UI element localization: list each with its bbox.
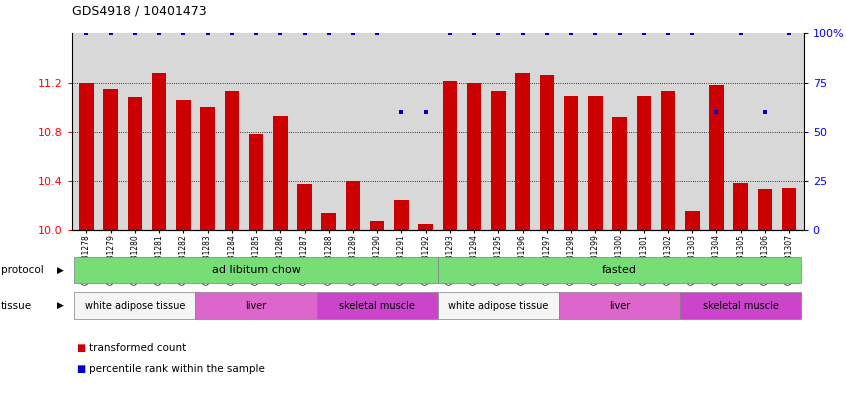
Text: ■: ■	[76, 343, 85, 353]
Bar	[588, 96, 602, 230]
Bar	[321, 213, 336, 230]
Bar	[370, 221, 384, 230]
Bar	[492, 91, 506, 230]
Text: percentile rank within the sample: percentile rank within the sample	[89, 364, 265, 375]
Bar	[467, 83, 481, 230]
Text: ▶: ▶	[57, 301, 63, 310]
Bar	[685, 211, 700, 230]
Text: transformed count: transformed count	[89, 343, 186, 353]
Bar	[661, 91, 675, 230]
Text: white adipose tissue: white adipose tissue	[85, 301, 185, 310]
Bar	[442, 81, 457, 230]
Bar	[419, 224, 433, 230]
Bar	[613, 117, 627, 230]
Bar	[195, 292, 316, 319]
Bar	[437, 257, 801, 283]
Bar	[316, 292, 437, 319]
Bar	[563, 96, 579, 230]
Bar	[152, 73, 167, 230]
Bar	[176, 100, 190, 230]
Text: white adipose tissue: white adipose tissue	[448, 301, 548, 310]
Bar	[346, 181, 360, 230]
Bar	[201, 107, 215, 230]
Bar	[74, 292, 195, 319]
Bar	[559, 292, 680, 319]
Bar	[636, 96, 651, 230]
Text: tissue: tissue	[1, 301, 32, 310]
Bar	[782, 188, 796, 230]
Bar	[224, 91, 239, 230]
Text: protocol: protocol	[1, 265, 44, 275]
Text: ▶: ▶	[57, 266, 63, 275]
Bar	[733, 183, 748, 230]
Bar	[297, 184, 312, 230]
Bar	[515, 73, 530, 230]
Text: ad libitum chow: ad libitum chow	[212, 265, 300, 275]
Bar	[80, 83, 94, 230]
Text: ■: ■	[76, 364, 85, 375]
Bar	[437, 292, 559, 319]
Bar	[394, 200, 409, 230]
Text: GDS4918 / 10401473: GDS4918 / 10401473	[72, 5, 206, 18]
Bar	[74, 257, 437, 283]
Bar	[249, 134, 263, 230]
Bar	[540, 75, 554, 230]
Bar	[273, 116, 288, 230]
Text: liver: liver	[245, 301, 266, 310]
Bar	[103, 89, 118, 230]
Text: skeletal muscle: skeletal muscle	[703, 301, 778, 310]
Text: liver: liver	[609, 301, 630, 310]
Bar	[680, 292, 801, 319]
Bar	[128, 97, 142, 230]
Bar	[758, 189, 772, 230]
Text: fasted: fasted	[602, 265, 637, 275]
Bar	[709, 85, 723, 230]
Text: skeletal muscle: skeletal muscle	[339, 301, 415, 310]
